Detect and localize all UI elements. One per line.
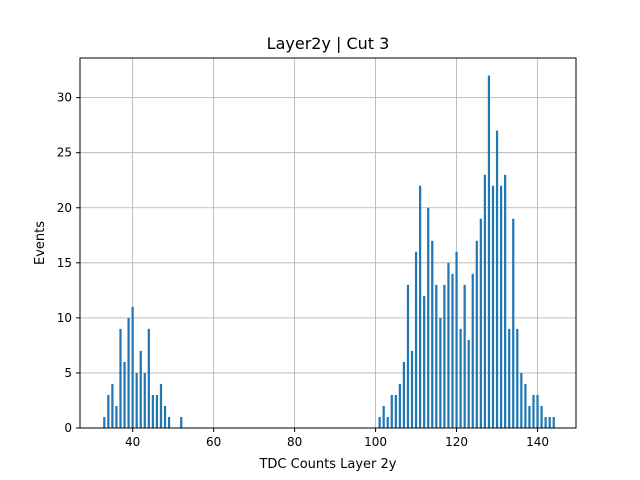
histogram-bar: [512, 218, 515, 428]
histogram-bar: [135, 372, 138, 428]
x-axis-label: TDC Counts Layer 2y: [258, 457, 396, 472]
histogram-bar: [163, 405, 167, 428]
histogram-bar: [495, 130, 499, 428]
y-tick-label: 20: [57, 201, 72, 215]
y-axis-label: Events: [33, 221, 48, 265]
histogram-bar: [423, 295, 426, 428]
histogram-bar: [540, 405, 543, 428]
histogram-bar: [487, 75, 491, 428]
histogram-bar: [504, 174, 507, 428]
histogram-bar: [427, 207, 430, 428]
histogram-bar: [443, 284, 446, 428]
histogram-bar: [180, 416, 183, 428]
plot-frame: [79, 57, 577, 429]
histogram-bar: [410, 350, 414, 428]
histogram-bar: [536, 394, 539, 428]
histogram-bar: [431, 240, 434, 428]
histogram-bar: [119, 328, 122, 428]
histogram-bar: [131, 306, 134, 428]
histogram-bar: [406, 284, 410, 428]
x-tick-label: 100: [364, 435, 387, 449]
histogram-bar: [147, 328, 150, 428]
histogram-bar: [479, 218, 482, 428]
y-tick-label: 0: [64, 421, 72, 435]
histogram-bar: [475, 240, 478, 428]
histogram-bar: [167, 416, 171, 428]
histogram-bar: [520, 372, 523, 428]
histogram-bar: [394, 394, 397, 428]
y-tick-label: 30: [57, 91, 72, 105]
chart-title: Layer2y | Cut 3: [267, 34, 390, 53]
y-tick-label: 5: [64, 366, 72, 380]
x-tick-label: 140: [526, 435, 549, 449]
histogram-bar: [139, 350, 142, 428]
histogram-bar: [151, 394, 154, 428]
histogram-bar: [499, 185, 503, 428]
histogram-bar: [455, 251, 458, 428]
histogram-bar: [435, 284, 438, 428]
histogram-bar: [524, 383, 527, 428]
histogram-bar: [483, 174, 487, 428]
histogram-bar: [508, 328, 511, 428]
histogram-bar: [414, 251, 418, 428]
histogram-bar: [528, 405, 531, 428]
histogram-bar: [115, 405, 118, 428]
histogram-bar: [447, 262, 450, 428]
histogram-bar: [544, 416, 547, 428]
x-tick-label: 60: [206, 435, 221, 449]
y-tick-label: 10: [57, 311, 72, 325]
histogram-bar: [548, 416, 551, 428]
y-tick-label: 15: [57, 256, 72, 270]
histogram-bar: [516, 328, 519, 428]
axis-ticks: 40 60 80 100 120 140 0 5 10 15 20 25 30: [57, 91, 549, 449]
histogram-bar: [459, 328, 462, 428]
histogram-bar: [103, 416, 106, 428]
histogram-bar: [155, 394, 159, 428]
histogram-bar: [398, 383, 401, 428]
histogram-bar: [552, 416, 555, 428]
histogram-bar: [159, 383, 163, 428]
histogram-bar: [532, 394, 535, 428]
histogram-bar: [451, 273, 454, 428]
histogram-bar: [111, 383, 114, 428]
histogram-bar: [419, 185, 422, 428]
histogram-bar: [402, 361, 406, 428]
x-tick-label: 80: [287, 435, 302, 449]
histogram-bar: [127, 317, 130, 428]
bars: [103, 75, 555, 428]
histogram-bar: [382, 405, 385, 428]
histogram-bar: [378, 416, 381, 428]
x-tick-label: 40: [125, 435, 140, 449]
histogram-bar: [390, 394, 393, 428]
x-tick-label: 120: [445, 435, 468, 449]
histogram-bar: [386, 416, 389, 428]
histogram-bar: [467, 339, 470, 428]
histogram-bar: [439, 317, 442, 428]
histogram-bar: [471, 273, 474, 428]
histogram-bar: [107, 394, 110, 428]
histogram-bar: [143, 372, 146, 428]
histogram-bar: [123, 361, 126, 428]
histogram-bar: [463, 284, 466, 428]
histogram-bar: [491, 185, 495, 428]
y-tick-label: 25: [57, 146, 72, 160]
